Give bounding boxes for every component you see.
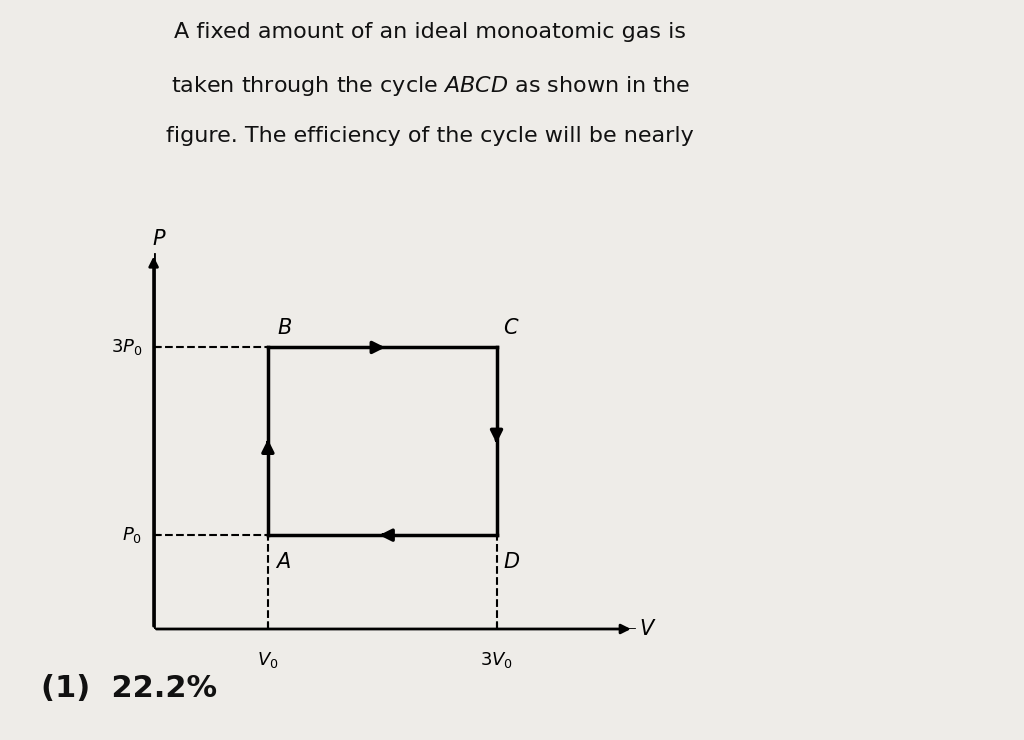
Text: figure. The efficiency of the cycle will be nearly: figure. The efficiency of the cycle will… — [166, 126, 694, 146]
Text: $P$: $P$ — [152, 229, 167, 249]
Text: $V_0$: $V_0$ — [257, 650, 279, 670]
Text: A fixed amount of an ideal monoatomic gas is: A fixed amount of an ideal monoatomic ga… — [174, 22, 686, 42]
Text: taken through the cycle $\it{ABCD}$ as shown in the: taken through the cycle $\it{ABCD}$ as s… — [171, 74, 689, 98]
Text: $3P_0$: $3P_0$ — [111, 337, 142, 357]
Text: $P_0$: $P_0$ — [122, 525, 142, 545]
Text: $A$: $A$ — [274, 552, 291, 572]
Text: $D$: $D$ — [504, 552, 520, 572]
Text: $V$: $V$ — [639, 619, 657, 639]
Text: $C$: $C$ — [504, 318, 520, 338]
Text: $3V_0$: $3V_0$ — [480, 650, 513, 670]
Text: (1)  22.2%: (1) 22.2% — [41, 674, 217, 703]
Text: $B$: $B$ — [278, 318, 292, 338]
